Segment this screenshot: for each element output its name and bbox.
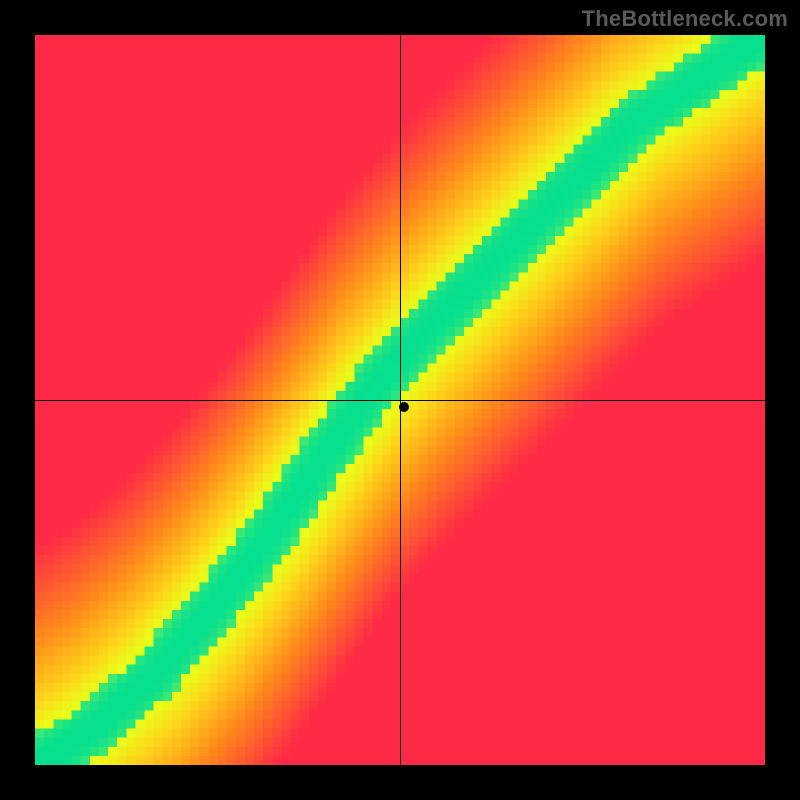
chart-frame: TheBottleneck.com [0, 0, 800, 800]
bottleneck-heatmap [35, 35, 765, 765]
watermark-label: TheBottleneck.com [582, 6, 788, 32]
selection-marker [399, 402, 409, 412]
crosshair-horizontal [35, 400, 765, 401]
